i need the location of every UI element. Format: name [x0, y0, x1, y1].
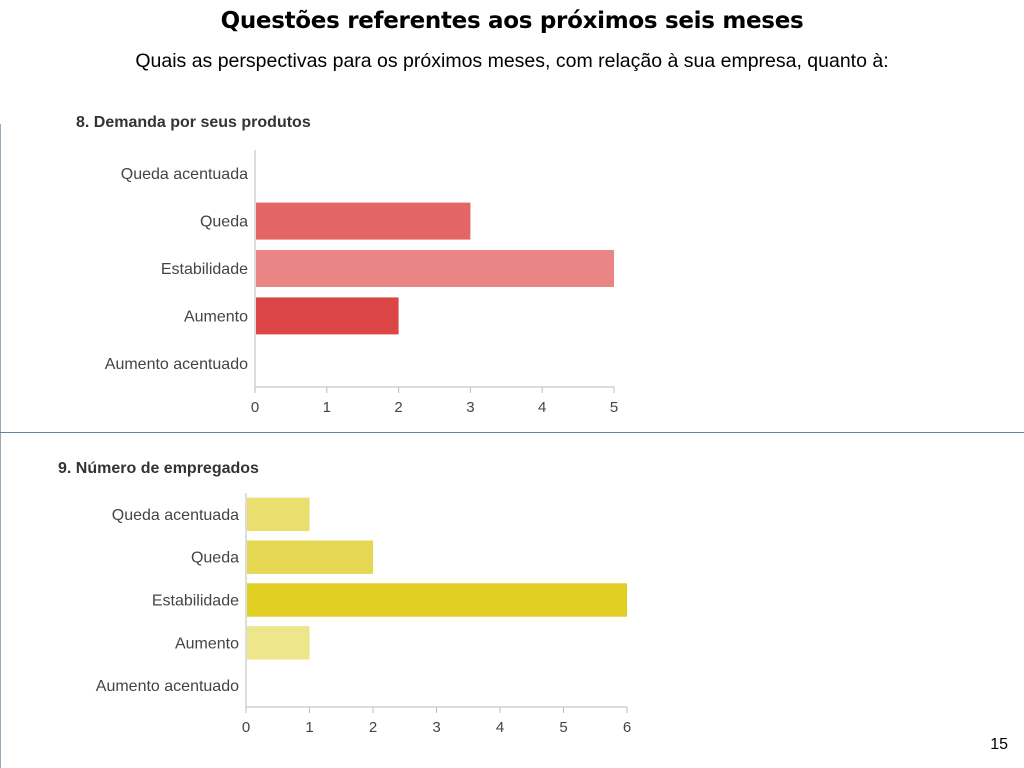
bar: [256, 297, 399, 335]
page-number: 15: [990, 736, 1008, 753]
x-tick-label: 2: [394, 399, 402, 416]
category-label: Queda acentuada: [112, 507, 239, 524]
x-tick-label: 3: [466, 399, 474, 416]
category-label: Aumento: [175, 635, 239, 652]
slide-title: Questões referentes aos próximos seis me…: [220, 8, 804, 34]
category-label: Estabilidade: [161, 261, 248, 278]
x-tick-label: 2: [369, 719, 377, 735]
x-tick-label: 0: [251, 399, 259, 416]
left-rule: [0, 124, 1, 768]
category-label: Queda acentuada: [121, 166, 248, 183]
demand-chart: 8. Demanda por seus produtos Queda acentu…: [76, 114, 618, 416]
bar: [247, 583, 627, 617]
category-label: Estabilidade: [152, 593, 239, 610]
x-tick-label: 1: [323, 399, 331, 416]
category-label: Aumento acentuado: [96, 678, 239, 695]
x-tick-label: 5: [610, 399, 618, 416]
chart-title: 9. Número de empregados: [58, 460, 259, 477]
bar: [256, 202, 471, 240]
x-tick-label: 4: [538, 399, 546, 416]
category-label: Queda: [200, 214, 248, 231]
employees-chart: 9. Número de empregados Queda acentuada Qu…: [58, 460, 631, 735]
category-label: Aumento acentuado: [105, 356, 248, 373]
bar: [247, 497, 310, 532]
chart-title: 8. Demanda por seus produtos: [76, 114, 311, 131]
bar: [247, 540, 373, 574]
x-tick-label: 5: [559, 719, 567, 735]
category-label: Queda: [191, 550, 239, 567]
bar: [247, 626, 310, 660]
bar: [256, 250, 614, 287]
x-tick-label: 3: [432, 719, 440, 735]
category-label: Aumento: [184, 308, 248, 325]
x-tick-label: 1: [305, 719, 313, 735]
slide-subtitle: Quais as perspectivas para os próximos m…: [135, 50, 889, 72]
x-tick-label: 6: [623, 719, 631, 735]
x-tick-label: 0: [242, 719, 250, 735]
chart-divider: [0, 432, 1024, 433]
x-tick-label: 4: [496, 719, 504, 735]
